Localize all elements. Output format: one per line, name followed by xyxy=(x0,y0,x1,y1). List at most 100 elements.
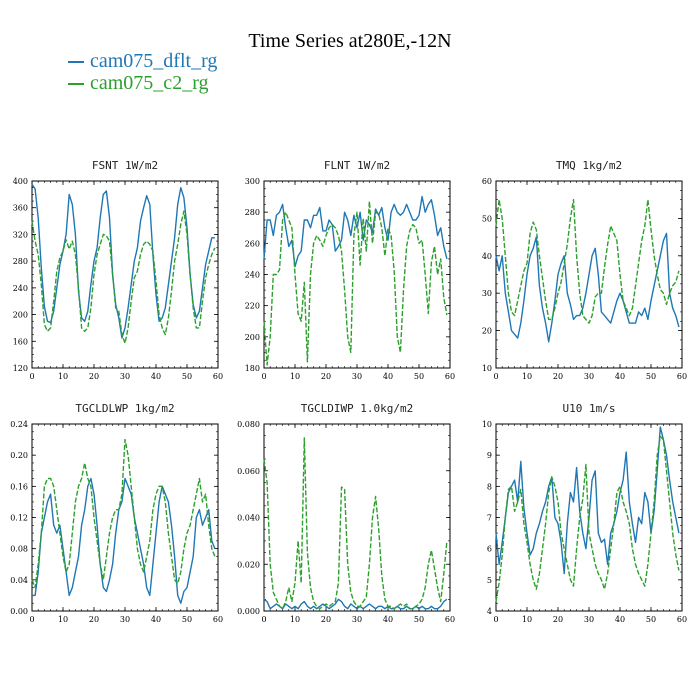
y-tick-label: 0.00 xyxy=(10,607,28,616)
legend: cam075_dflt_rg cam075_c2_rg xyxy=(68,50,217,94)
legend-entry-dflt: cam075_dflt_rg xyxy=(68,50,217,72)
y-tick-label: 280 xyxy=(13,257,28,266)
x-tick-label: 10 xyxy=(58,372,68,381)
x-tick-label: 40 xyxy=(615,372,625,381)
series-line-cam075_dflt_rg xyxy=(32,477,216,604)
series-line-cam075_dflt_rg xyxy=(495,232,680,343)
y-tick-label: 180 xyxy=(245,364,260,373)
x-tick-label: 50 xyxy=(182,615,192,624)
x-tick-label: 0 xyxy=(493,372,498,381)
y-tick-label: 10 xyxy=(482,364,492,373)
chart-panel-0: FSNT 1W/m2 0 10 20 30 40 50 60 120 160 200 240 280 32… xyxy=(13,159,223,381)
y-tick-label: 160 xyxy=(13,337,28,346)
x-tick-label: 50 xyxy=(646,615,656,624)
x-tick-label: 0 xyxy=(29,372,34,381)
y-tick-label: 120 xyxy=(13,364,28,373)
chart-title: FLNT 1W/m2 xyxy=(324,159,390,172)
x-tick-label: 20 xyxy=(321,615,331,624)
y-tick-label: 280 xyxy=(245,208,260,217)
x-tick-label: 40 xyxy=(151,372,161,381)
series-line-cam075_dflt_rg xyxy=(495,426,680,575)
x-tick-label: 60 xyxy=(213,615,223,624)
x-tick-label: 10 xyxy=(522,615,532,624)
chart-panel-4: TGCLDIWP 1.0kg/m2 0 10 20 30 40 50 60 0.000 0.020… xyxy=(237,402,455,624)
x-tick-label: 60 xyxy=(213,372,223,381)
chart-title: TGCLDLWP 1kg/m2 xyxy=(75,402,174,415)
x-tick-label: 20 xyxy=(89,615,99,624)
legend-line-icon xyxy=(68,61,84,64)
x-tick-label: 50 xyxy=(646,372,656,381)
series-line-cam075_c2_rg xyxy=(263,437,448,610)
y-tick-label: 8 xyxy=(487,482,492,491)
y-tick-label: 360 xyxy=(13,204,28,213)
y-tick-label: 220 xyxy=(245,302,260,311)
plot-frame xyxy=(31,423,219,612)
x-tick-label: 10 xyxy=(290,615,300,624)
y-tick-label: 300 xyxy=(245,177,260,186)
x-tick-label: 30 xyxy=(352,615,362,624)
y-tick-label: 4 xyxy=(487,607,492,616)
x-tick-label: 60 xyxy=(445,372,455,381)
plot-frame xyxy=(263,180,451,369)
y-tick-label: 0.20 xyxy=(10,451,28,460)
y-tick-label: 0.000 xyxy=(237,607,260,616)
y-tick-label: 0.080 xyxy=(237,420,260,429)
x-tick-label: 30 xyxy=(352,372,362,381)
y-tick-label: 400 xyxy=(13,177,28,186)
x-tick-label: 40 xyxy=(615,615,625,624)
plot-frame xyxy=(263,423,451,612)
y-tick-label: 40 xyxy=(482,252,492,261)
x-tick-label: 0 xyxy=(493,615,498,624)
x-tick-label: 30 xyxy=(584,615,594,624)
x-tick-label: 10 xyxy=(58,615,68,624)
series-line-cam075_c2_rg xyxy=(495,198,680,324)
y-tick-label: 0.08 xyxy=(10,545,28,554)
x-tick-label: 30 xyxy=(120,372,130,381)
y-tick-label: 240 xyxy=(13,284,28,293)
legend-label: cam075_c2_rg xyxy=(90,72,209,94)
y-tick-label: 6 xyxy=(487,545,492,554)
x-tick-label: 0 xyxy=(29,615,34,624)
x-tick-label: 0 xyxy=(261,372,266,381)
chart-title: TMQ 1kg/m2 xyxy=(556,159,622,172)
series-line-cam075_c2_rg xyxy=(31,210,216,344)
legend-entry-c2: cam075_c2_rg xyxy=(68,72,217,94)
y-tick-label: 320 xyxy=(13,230,28,239)
series-line-cam075_c2_rg xyxy=(31,438,216,589)
series-line-cam075_dflt_rg xyxy=(263,195,448,268)
x-tick-label: 20 xyxy=(321,372,331,381)
series-line-cam075_c2_rg xyxy=(263,200,448,366)
y-tick-label: 240 xyxy=(245,271,260,280)
figure-title: Time Series at280E,-12N xyxy=(248,30,452,52)
y-tick-label: 7 xyxy=(487,514,492,523)
y-tick-label: 30 xyxy=(482,289,492,298)
y-tick-label: 0.04 xyxy=(10,576,28,585)
y-tick-label: 200 xyxy=(245,333,260,342)
x-tick-label: 50 xyxy=(414,615,424,624)
chart-panel-3: TGCLDLWP 1kg/m2 0 10 20 30 40 50 60 0.00 0.04 0.08… xyxy=(10,402,223,624)
chart-title: TGCLDIWP 1.0kg/m2 xyxy=(301,402,414,415)
x-tick-label: 30 xyxy=(120,615,130,624)
chart-panel-1: FLNT 1W/m2 0 10 20 30 40 50 60 180 200 220 240 260 28… xyxy=(245,159,455,381)
y-tick-label: 260 xyxy=(245,239,260,248)
y-tick-label: 9 xyxy=(487,451,492,460)
x-tick-label: 20 xyxy=(553,372,563,381)
x-tick-label: 20 xyxy=(89,372,99,381)
x-tick-label: 40 xyxy=(383,372,393,381)
chart-title: FSNT 1W/m2 xyxy=(92,159,158,172)
y-tick-label: 5 xyxy=(487,576,492,585)
x-tick-label: 20 xyxy=(553,615,563,624)
y-tick-label: 0.020 xyxy=(237,560,260,569)
series-line-cam075_c2_rg xyxy=(495,435,680,602)
legend-label: cam075_dflt_rg xyxy=(90,50,218,72)
x-tick-label: 40 xyxy=(151,615,161,624)
y-tick-label: 0.16 xyxy=(10,482,28,491)
x-tick-label: 0 xyxy=(261,615,266,624)
y-tick-label: 20 xyxy=(482,327,492,336)
y-tick-label: 0.24 xyxy=(10,420,28,429)
x-tick-label: 50 xyxy=(414,372,424,381)
legend-line-icon xyxy=(68,83,84,86)
x-tick-label: 30 xyxy=(584,372,594,381)
